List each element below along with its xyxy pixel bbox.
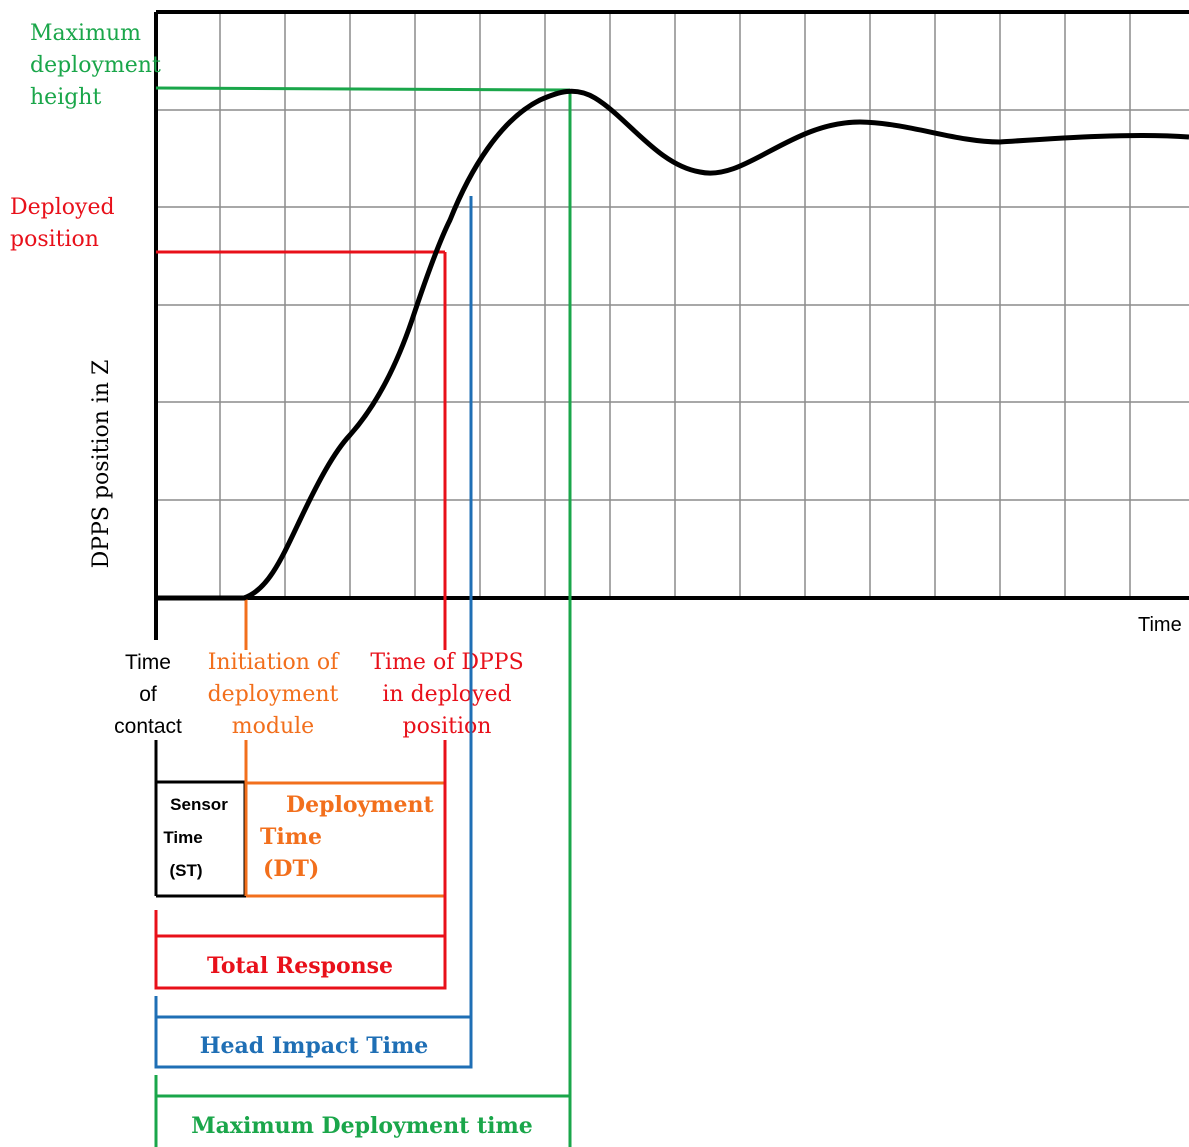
contact-label: Time of contact [114, 651, 182, 738]
svg-text:deployment: deployment [30, 53, 161, 78]
svg-text:Deployed: Deployed [10, 195, 115, 220]
svg-text:deployment: deployment [208, 682, 339, 707]
deployed-position-label: Deployed position [10, 195, 115, 252]
max-height-label: Maximum deployment height [30, 21, 161, 110]
svg-text:Time: Time [260, 824, 322, 850]
deployment-time-box: Deployment Time (DT) [244, 740, 447, 898]
svg-text:contact: contact [114, 715, 182, 738]
svg-text:in deployed: in deployed [382, 682, 511, 707]
max-deployment-bracket: Maximum Deployment time [154, 1075, 570, 1147]
svg-text:Initiation of: Initiation of [208, 650, 340, 675]
svg-text:Time of DPPS: Time of DPPS [370, 650, 523, 675]
x-axis-label: Time [1138, 614, 1182, 636]
svg-text:Time: Time [163, 828, 202, 847]
svg-text:Total Response: Total Response [207, 953, 393, 979]
grid [156, 12, 1189, 598]
max-height-line [155, 86, 571, 92]
svg-text:Maximum: Maximum [30, 21, 141, 46]
svg-text:(ST): (ST) [169, 861, 202, 880]
svg-text:height: height [30, 85, 101, 110]
initiation-label: Initiation of deployment module [208, 650, 341, 739]
svg-text:position: position [10, 227, 99, 252]
svg-text:of: of [139, 683, 157, 706]
svg-text:(DT): (DT) [263, 856, 319, 882]
deployed-label: Time of DPPS in deployed position [370, 650, 523, 739]
svg-text:Sensor: Sensor [170, 795, 228, 814]
svg-text:Head Impact Time: Head Impact Time [200, 1033, 429, 1059]
svg-text:Maximum Deployment time: Maximum Deployment time [191, 1113, 532, 1139]
total-response-bracket: Total Response [154, 740, 447, 990]
y-axis-label: DPPS position in Z [89, 360, 114, 569]
sensor-time-box: Sensor Time (ST) [156, 780, 247, 898]
svg-text:module: module [232, 714, 314, 739]
svg-text:Deployment: Deployment [286, 792, 435, 818]
response-curve [156, 88, 1189, 601]
head-impact-bracket: Head Impact Time [154, 650, 473, 1069]
svg-text:Time: Time [125, 651, 171, 674]
svg-text:position: position [403, 714, 492, 739]
